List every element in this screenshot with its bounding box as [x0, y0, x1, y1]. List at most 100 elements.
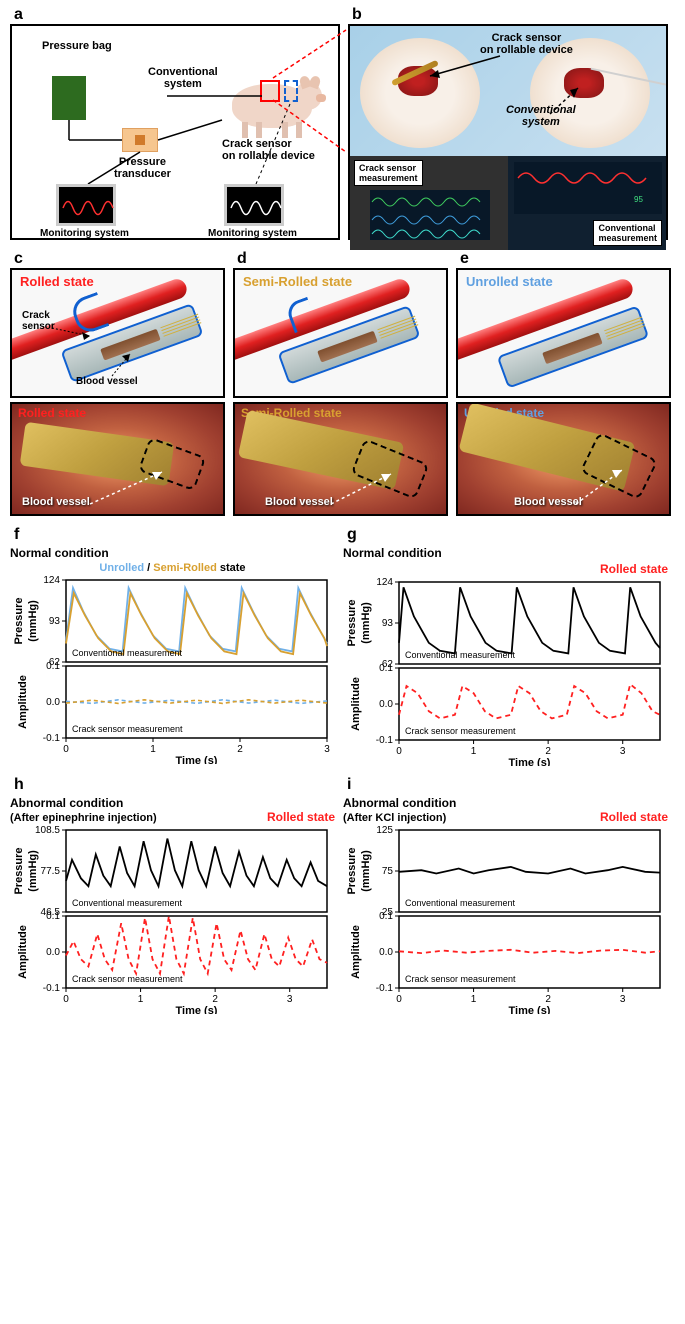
svg-text:1: 1 — [471, 994, 477, 1005]
svg-text:-0.1: -0.1 — [43, 983, 61, 994]
svg-text:125: 125 — [376, 825, 393, 836]
panel-letter-e: e — [460, 250, 469, 268]
svg-text:0.1: 0.1 — [379, 911, 393, 922]
svg-text:0: 0 — [63, 994, 69, 1005]
panel-i: i Abnormal condition (After KCl injectio… — [343, 780, 668, 1014]
figure-root: a Pressure bag Conventional system Press… — [10, 10, 675, 1014]
svg-text:0.0: 0.0 — [379, 947, 393, 958]
panel-g: g Normal condition Rolled state 6293124C… — [343, 530, 668, 766]
svg-text:Crack sensor measurement: Crack sensor measurement — [405, 726, 516, 736]
panel-letter-g: g — [347, 526, 357, 544]
svg-text:Amplitude: Amplitude — [17, 925, 29, 979]
svg-text:(mmHg): (mmHg) — [360, 850, 372, 892]
label-monitoring-left: Monitoring system — [40, 228, 129, 239]
label-crack-sensor: Crack sensor on rollable device — [222, 138, 315, 162]
conventional-measurement-photo: 95 Conventional measurement — [508, 156, 666, 250]
title-g: Normal condition — [343, 546, 668, 560]
state-label-d: Semi-Rolled state — [243, 274, 352, 289]
panel-h: h Abnormal condition (After epinephrine … — [10, 780, 335, 1014]
legend-f: Unrolled / Semi-Rolled state — [10, 562, 335, 574]
chart-g: 6293124Conventional measurementPressure(… — [343, 576, 668, 766]
svg-text:2: 2 — [212, 994, 218, 1005]
svg-text:Conventional measurement: Conventional measurement — [72, 898, 183, 908]
chart-f: 6293124Conventional measurementPressure(… — [10, 574, 335, 764]
monitor-right-icon — [224, 184, 284, 226]
svg-text:Pressure: Pressure — [346, 599, 358, 646]
state-label-e: Unrolled state — [466, 274, 553, 289]
svg-text:0.1: 0.1 — [379, 663, 393, 674]
svg-text:Conventional measurement: Conventional measurement — [405, 898, 516, 908]
panel-letter-a: a — [14, 6, 23, 24]
svg-text:-0.1: -0.1 — [376, 735, 394, 746]
panel-letter-b: b — [352, 6, 362, 24]
svg-text:3: 3 — [287, 994, 293, 1005]
state-h: Rolled state — [267, 810, 335, 824]
crack-measurement-photo: Crack sensor measurement — [350, 156, 508, 250]
label-pressure-transducer: Pressure transducer — [114, 156, 171, 180]
svg-text:75: 75 — [382, 866, 394, 877]
svg-text:3: 3 — [620, 994, 626, 1005]
svg-text:Crack sensor measurement: Crack sensor measurement — [72, 974, 183, 984]
svg-text:Time (s): Time (s) — [509, 1005, 551, 1014]
label-pressure-bag: Pressure bag — [42, 40, 112, 52]
panel-letter-h: h — [14, 776, 24, 794]
svg-text:Pressure: Pressure — [346, 847, 358, 894]
svg-text:1: 1 — [150, 744, 156, 755]
title-f: Normal condition — [10, 546, 335, 560]
svg-text:0: 0 — [396, 746, 402, 757]
svg-text:3: 3 — [324, 744, 330, 755]
svg-text:Time (s): Time (s) — [176, 1005, 218, 1014]
photo-c: Rolled state Blood vessel — [10, 402, 225, 516]
blue-highlight-rect — [284, 80, 298, 102]
svg-text:0.1: 0.1 — [46, 911, 60, 922]
panel-c: c Rolled state Crack sensor Blood vessel — [10, 254, 225, 516]
svg-text:(mmHg): (mmHg) — [27, 600, 39, 642]
svg-text:Pressure: Pressure — [13, 597, 25, 644]
svg-text:124: 124 — [376, 577, 393, 588]
svg-text:95: 95 — [634, 195, 643, 204]
photo-d: Semi-Rolled state Blood vessel — [233, 402, 448, 516]
label-conv-meas: Conventional measurement — [593, 220, 662, 246]
svg-text:0: 0 — [396, 994, 402, 1005]
subtitle-i: (After KCl injection) — [343, 812, 456, 824]
panel-d: d Semi-Rolled state Semi-Rolled state Bl… — [233, 254, 448, 516]
svg-text:77.5: 77.5 — [41, 866, 61, 877]
subtitle-h: (After epinephrine injection) — [10, 812, 157, 824]
svg-text:Time (s): Time (s) — [509, 757, 551, 766]
svg-text:3: 3 — [620, 746, 626, 757]
label-monitoring-right: Monitoring system — [208, 228, 297, 239]
label-crack-meas: Crack sensor measurement — [354, 160, 423, 186]
svg-text:108.5: 108.5 — [35, 825, 60, 836]
state-i: Rolled state — [600, 810, 668, 824]
svg-text:Conventional measurement: Conventional measurement — [72, 648, 183, 658]
red-highlight-rect — [260, 80, 280, 102]
svg-text:Crack sensor measurement: Crack sensor measurement — [405, 974, 516, 984]
svg-text:2: 2 — [545, 746, 551, 757]
svg-text:0.0: 0.0 — [46, 947, 60, 958]
title-i: Abnormal condition — [343, 796, 456, 810]
chart-i: 2575125Conventional measurementPressure(… — [343, 824, 668, 1014]
svg-text:(mmHg): (mmHg) — [27, 850, 39, 892]
svg-text:Pressure: Pressure — [13, 847, 25, 894]
svg-text:(mmHg): (mmHg) — [360, 602, 372, 644]
svg-text:2: 2 — [545, 994, 551, 1005]
svg-text:Crack sensor measurement: Crack sensor measurement — [72, 724, 183, 734]
state-g: Rolled state — [343, 562, 668, 576]
svg-text:Amplitude: Amplitude — [350, 677, 362, 731]
panel-letter-d: d — [237, 250, 247, 268]
svg-text:-0.1: -0.1 — [376, 983, 394, 994]
svg-text:1: 1 — [471, 746, 477, 757]
panel-e: e Unrolled state Unrolled state Blood ve… — [456, 254, 671, 516]
svg-text:-0.1: -0.1 — [43, 733, 61, 744]
panel-letter-c: c — [14, 250, 23, 268]
pressure-bag-icon — [52, 76, 86, 120]
photo-e: Unrolled state Blood vessel — [456, 402, 671, 516]
svg-text:Amplitude: Amplitude — [350, 925, 362, 979]
svg-text:0: 0 — [63, 744, 69, 755]
svg-text:2: 2 — [237, 744, 243, 755]
svg-text:0.1: 0.1 — [46, 661, 60, 672]
panel-a: a Pressure bag Conventional system Press… — [10, 10, 340, 240]
svg-text:Conventional measurement: Conventional measurement — [405, 650, 516, 660]
svg-text:Time (s): Time (s) — [176, 755, 218, 764]
title-h: Abnormal condition — [10, 796, 157, 810]
